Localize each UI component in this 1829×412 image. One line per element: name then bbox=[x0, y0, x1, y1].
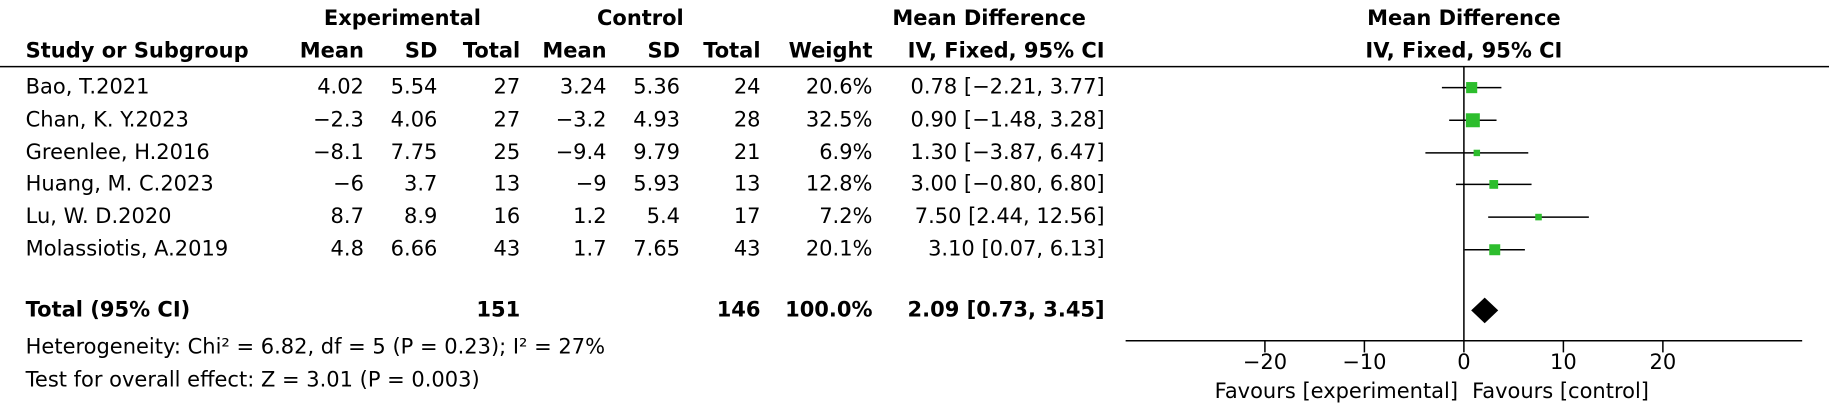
table-cell: −3.2 bbox=[556, 107, 607, 131]
table-cell: 43 bbox=[734, 237, 761, 261]
table-cell: 7.75 bbox=[391, 140, 438, 164]
column-header: SD bbox=[647, 38, 680, 62]
table-cell: 27 bbox=[494, 107, 521, 131]
plot-title: Mean Difference bbox=[1367, 6, 1561, 30]
table-cell: 8.7 bbox=[331, 204, 364, 228]
table-cell: 7.65 bbox=[633, 237, 680, 261]
total-cell: 151 bbox=[476, 297, 520, 321]
x-tick-label: 10 bbox=[1550, 350, 1577, 374]
group-header: Experimental bbox=[324, 6, 481, 30]
table-cell: 21 bbox=[734, 140, 761, 164]
column-header: Study or Subgroup bbox=[26, 38, 249, 62]
table-cell: 27 bbox=[494, 75, 521, 99]
effect-square bbox=[1466, 82, 1478, 94]
table-cell: −2.3 bbox=[313, 107, 364, 131]
table-cell: 16 bbox=[494, 204, 521, 228]
table-cell: 5.4 bbox=[647, 204, 680, 228]
favours-right: Favours [control] bbox=[1472, 379, 1649, 403]
table-cell: −9.4 bbox=[556, 140, 607, 164]
table-cell: 17 bbox=[734, 204, 761, 228]
plot-subtitle: IV, Fixed, 95% CI bbox=[1365, 38, 1562, 62]
table-cell: 43 bbox=[494, 237, 521, 261]
table-cell: 1.7 bbox=[573, 237, 606, 261]
effect-square bbox=[1489, 180, 1499, 189]
table-cell: 32.5% bbox=[806, 107, 873, 131]
table-cell: 3.24 bbox=[560, 75, 607, 99]
table-cell: 13 bbox=[494, 171, 521, 195]
table-cell: Greenlee, H.2016 bbox=[26, 140, 210, 164]
table-cell: Molassiotis, A.2019 bbox=[26, 237, 229, 261]
table-cell: 12.8% bbox=[806, 171, 873, 195]
column-header: Total bbox=[463, 38, 520, 62]
total-diamond bbox=[1471, 297, 1499, 324]
table-cell: 5.54 bbox=[391, 75, 438, 99]
total-cell: 2.09 [0.73, 3.45] bbox=[908, 297, 1105, 321]
table-cell: 5.36 bbox=[633, 75, 680, 99]
table-cell: 3.7 bbox=[404, 171, 437, 195]
column-header: IV, Fixed, 95% CI bbox=[908, 38, 1105, 62]
table-cell: 1.30 [−3.87, 6.47] bbox=[910, 140, 1104, 164]
table-cell: 28 bbox=[734, 107, 761, 131]
table-cell: 13 bbox=[734, 171, 761, 195]
table-cell: Lu, W. D.2020 bbox=[26, 204, 172, 228]
table-cell: −9 bbox=[576, 171, 607, 195]
column-header: Mean bbox=[300, 38, 364, 62]
table-cell: Chan, K. Y.2023 bbox=[26, 107, 189, 131]
x-tick-label: −10 bbox=[1342, 350, 1386, 374]
x-tick-label: 20 bbox=[1650, 350, 1677, 374]
effect-square bbox=[1473, 149, 1481, 157]
total-cell: Total (95% CI) bbox=[26, 297, 191, 321]
group-header: Mean Difference bbox=[892, 6, 1086, 30]
table-cell: 20.1% bbox=[806, 237, 873, 261]
total-cell: 146 bbox=[717, 297, 761, 321]
table-cell: 5.93 bbox=[633, 171, 680, 195]
column-header: SD bbox=[405, 38, 438, 62]
table-cell: 7.50 [2.44, 12.56] bbox=[915, 204, 1105, 228]
table-cell: −8.1 bbox=[313, 140, 364, 164]
table-cell: Bao, T.2021 bbox=[26, 75, 150, 99]
effect-square bbox=[1489, 244, 1501, 256]
table-cell: 1.2 bbox=[573, 204, 606, 228]
table-cell: 6.66 bbox=[391, 237, 438, 261]
x-tick-label: −20 bbox=[1243, 350, 1287, 374]
column-header: Weight bbox=[789, 38, 873, 62]
table-cell: 25 bbox=[494, 140, 521, 164]
overall-effect: Test for overall effect: Z = 3.01 (P = 0… bbox=[25, 367, 480, 391]
table-cell: 4.06 bbox=[391, 107, 438, 131]
column-header: Total bbox=[703, 38, 760, 62]
favours-left: Favours [experimental] bbox=[1215, 379, 1458, 403]
table-cell: 8.9 bbox=[404, 204, 437, 228]
column-header: Mean bbox=[542, 38, 606, 62]
total-cell: 100.0% bbox=[785, 297, 872, 321]
table-cell: 24 bbox=[734, 75, 761, 99]
table-cell: 9.79 bbox=[633, 140, 680, 164]
table-cell: 6.9% bbox=[819, 140, 872, 164]
x-tick-label: 0 bbox=[1457, 350, 1470, 374]
table-cell: 3.00 [−0.80, 6.80] bbox=[910, 171, 1104, 195]
table-cell: 20.6% bbox=[806, 75, 873, 99]
group-header: Control bbox=[597, 6, 684, 30]
table-cell: 4.93 bbox=[633, 107, 680, 131]
table-cell: 7.2% bbox=[819, 204, 872, 228]
table-cell: Huang, M. C.2023 bbox=[26, 171, 214, 195]
heterogeneity: Heterogeneity: Chi² = 6.82, df = 5 (P = … bbox=[26, 335, 605, 359]
effect-square bbox=[1465, 113, 1480, 128]
table-cell: 4.8 bbox=[331, 237, 364, 261]
table-cell: 4.02 bbox=[317, 75, 364, 99]
table-cell: 3.10 [0.07, 6.13] bbox=[928, 237, 1105, 261]
effect-square bbox=[1535, 213, 1542, 221]
table-cell: −6 bbox=[333, 171, 364, 195]
table-cell: 0.78 [−2.21, 3.77] bbox=[910, 75, 1104, 99]
table-cell: 0.90 [−1.48, 3.28] bbox=[910, 107, 1104, 131]
